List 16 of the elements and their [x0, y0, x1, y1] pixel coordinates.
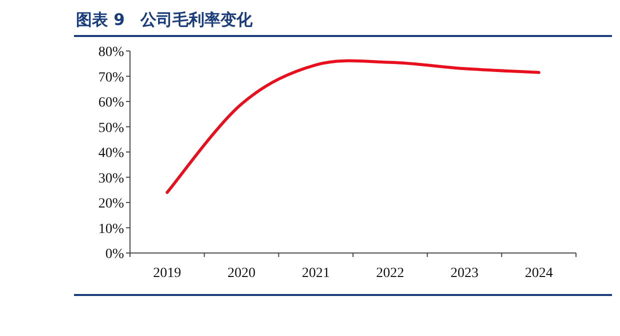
y-tick-label: 30%: [98, 171, 124, 186]
x-tick-label: 2024: [524, 266, 553, 281]
y-tick-label: 0%: [105, 247, 124, 262]
y-tick-label: 80%: [98, 45, 124, 60]
x-tick-label: 2022: [376, 266, 404, 281]
y-tick-label: 40%: [98, 146, 124, 161]
x-tick-label: 2019: [153, 266, 182, 281]
x-tick-label: 2020: [228, 266, 256, 281]
y-tick-label: 20%: [98, 196, 124, 212]
title: 图表 9 公司毛利率变化: [76, 10, 253, 29]
x-tick-label: 2023: [450, 266, 478, 281]
x-tick-label: 2021: [302, 266, 330, 281]
y-tick-label: 70%: [98, 70, 124, 86]
y-tick-label: 10%: [98, 222, 124, 237]
y-tick-label: 60%: [98, 96, 124, 110]
y-tick-label: 50%: [98, 120, 124, 136]
